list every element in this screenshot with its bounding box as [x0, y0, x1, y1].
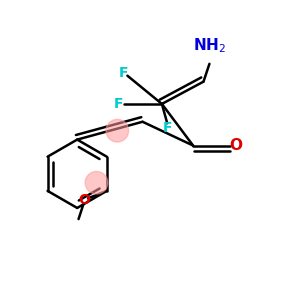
Text: F: F	[163, 121, 172, 135]
Circle shape	[106, 119, 129, 142]
Text: O: O	[79, 193, 90, 207]
Text: O: O	[230, 138, 243, 153]
Text: NH$_2$: NH$_2$	[193, 36, 226, 55]
Text: F: F	[114, 97, 124, 111]
Circle shape	[85, 171, 108, 194]
Text: F: F	[118, 66, 128, 80]
